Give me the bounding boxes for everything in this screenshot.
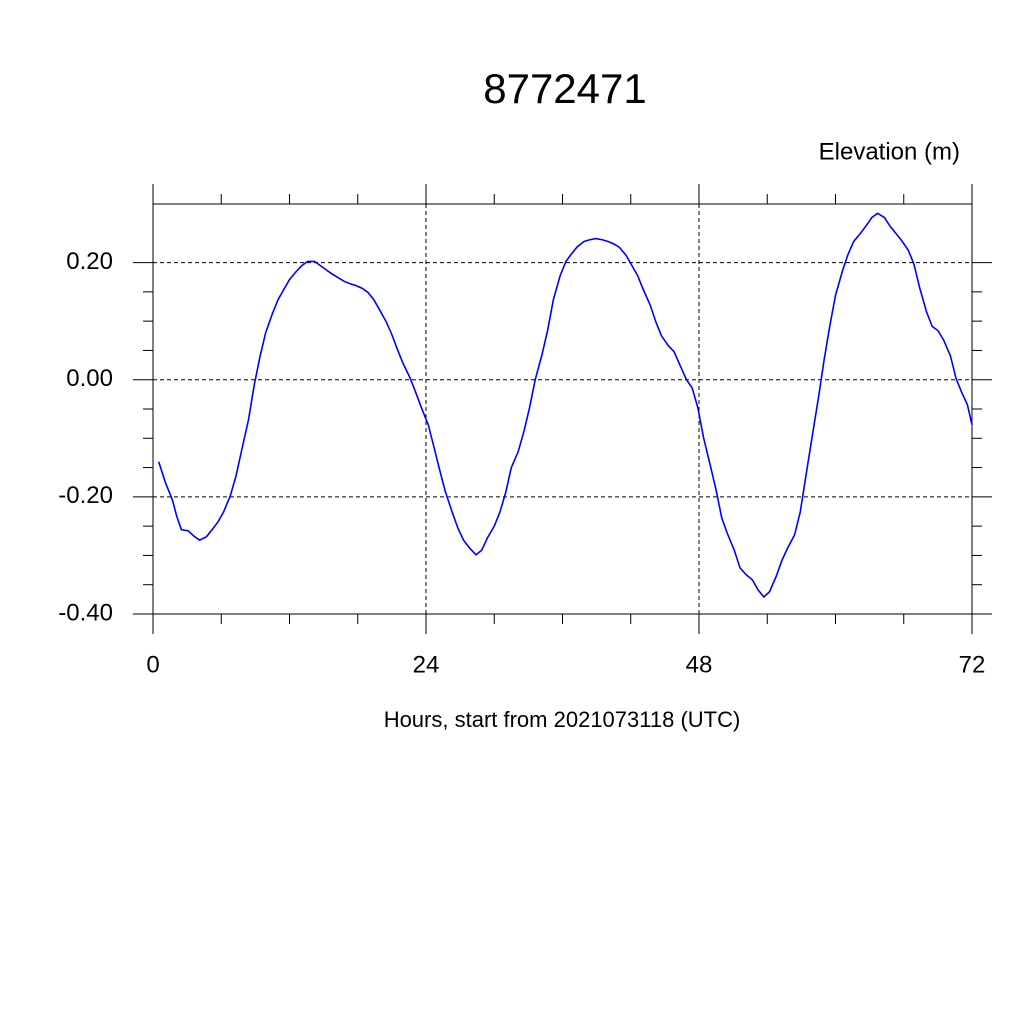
y-tick-label: 0.00 <box>66 365 113 392</box>
x-tick-label: 48 <box>686 651 713 678</box>
plot-frame <box>152 203 973 615</box>
y-axis-label: Elevation (m) <box>819 138 960 165</box>
y-tick-label: -0.40 <box>58 599 113 626</box>
x-tick-label: 0 <box>146 651 159 678</box>
data-line <box>157 212 973 599</box>
x-tick-label: 72 <box>959 651 986 678</box>
y-tick-label: 0.20 <box>66 248 113 275</box>
y-tick-label: -0.20 <box>58 482 113 509</box>
chart-title: 8772471 <box>483 65 647 112</box>
x-tick-label: 24 <box>413 651 440 678</box>
x-axis-label: Hours, start from 2021073118 (UTC) <box>384 707 741 732</box>
